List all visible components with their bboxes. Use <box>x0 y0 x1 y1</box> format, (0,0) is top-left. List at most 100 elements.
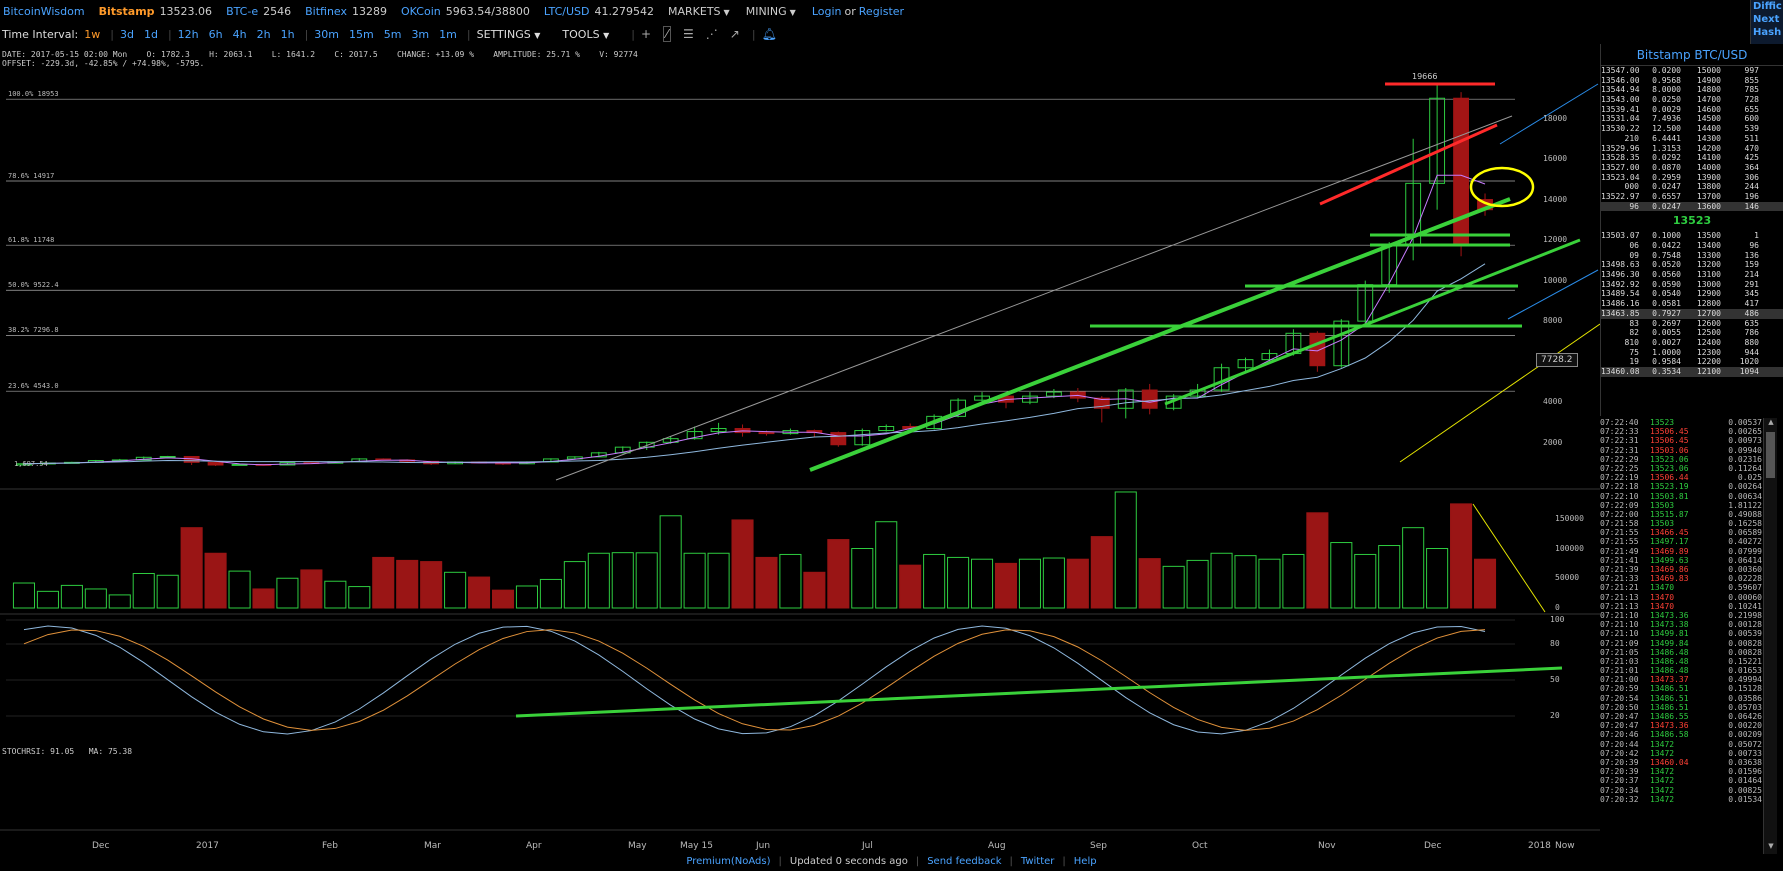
order-row[interactable]: 13523.04 0.2959 13900 306 <box>1601 173 1783 183</box>
order-row[interactable]: 13527.00 0.0870 14000 364 <box>1601 163 1783 173</box>
order-row[interactable]: 13489.54 0.0540 12900 345 <box>1601 289 1783 299</box>
trade-amount: 0.01534 <box>1728 794 1762 804</box>
price-tick: 12000 <box>1543 235 1568 245</box>
chart-canvas[interactable] <box>0 44 1600 854</box>
markets-menu[interactable]: MARKETS ▼ <box>668 5 730 18</box>
order-row[interactable]: 13546.00 0.9568 14900 855 <box>1601 76 1783 86</box>
interval-3m[interactable]: 3m <box>411 27 430 41</box>
horizontal-lines-icon[interactable]: ☰ <box>683 27 694 41</box>
order-row[interactable]: 13531.04 7.4936 14500 600 <box>1601 114 1783 124</box>
scroll-down-icon[interactable]: ▼ <box>1768 842 1774 850</box>
trade-amount: 0.00634 <box>1728 491 1762 501</box>
market-link[interactable]: BTC-e <box>226 4 259 18</box>
volume-bar <box>84 588 107 609</box>
settings-menu[interactable]: SETTINGS ▼ <box>477 28 541 41</box>
difficulty-panel[interactable]: Diffic Next Hash <box>1750 0 1783 44</box>
order-row[interactable]: 13547.00 0.0200 15000 997 <box>1601 66 1783 76</box>
interval-6h[interactable]: 6h <box>208 27 223 41</box>
order-row[interactable]: 83 0.2697 12600 635 <box>1601 319 1783 329</box>
scroll-up-icon[interactable]: ▲ <box>1768 418 1774 426</box>
feedback-link[interactable]: Send feedback <box>927 856 1002 867</box>
order-row[interactable]: 19 0.9584 12200 1020 <box>1601 357 1783 367</box>
order-row[interactable]: 96 0.0247 13600 146 <box>1601 201 1783 212</box>
market-link[interactable]: OKCoin <box>401 4 441 18</box>
interval-15m[interactable]: 15m <box>349 27 374 41</box>
order-row[interactable]: 13522.97 0.6557 13700 196 <box>1601 192 1783 202</box>
candle-body <box>1022 395 1038 403</box>
order-row[interactable]: 13460.08 0.3534 12100 1094 <box>1601 366 1783 377</box>
brand-logo[interactable]: BitcoinWisdom <box>3 4 85 18</box>
mining-menu[interactable]: MINING ▼ <box>746 5 796 18</box>
tools-menu[interactable]: TOOLS ▼ <box>562 28 609 41</box>
market-price: 13523.06 <box>159 4 213 18</box>
order-row[interactable]: 13529.96 1.3153 14200 470 <box>1601 144 1783 154</box>
scroll-thumb[interactable] <box>1766 432 1775 478</box>
line-tool-icon[interactable]: ⁄ <box>663 26 672 42</box>
interval-12h[interactable]: 12h <box>177 27 199 41</box>
order-row[interactable]: 82 0.0055 12500 786 <box>1601 328 1783 338</box>
trade-row: 07:20:42 13472 0.00733 <box>1600 749 1763 758</box>
order-row[interactable]: 13528.35 0.0292 14100 425 <box>1601 153 1783 163</box>
market-link[interactable]: Bitfinex <box>305 4 348 18</box>
candle-info: DATE: 2017-05-15 02:00 Mon O: 1782.3 H: … <box>2 50 638 59</box>
market-link[interactable]: Bitstamp <box>98 4 155 18</box>
order-row[interactable]: 13530.22 12.500 14400 539 <box>1601 124 1783 134</box>
order-row[interactable]: 13463.85 0.7927 12700 486 <box>1601 308 1783 319</box>
order-row[interactable]: 75 1.0000 12300 944 <box>1601 348 1783 358</box>
interval-5m[interactable]: 5m <box>383 27 402 41</box>
order-cell: 635 <box>1744 318 1759 328</box>
order-row[interactable]: 13503.07 0.1000 13500 1 <box>1601 231 1783 241</box>
volume-bar <box>1162 565 1185 609</box>
trade-time: 07:21:58 <box>1600 519 1639 529</box>
premium-link[interactable]: Premium(NoAds) <box>686 856 771 867</box>
crosshair-icon[interactable]: + <box>640 27 652 41</box>
order-row[interactable]: 06 0.0422 13400 96 <box>1601 241 1783 251</box>
market-link[interactable]: LTC/USD <box>543 4 590 18</box>
interval-1h[interactable]: 1h <box>280 27 295 41</box>
trade-price: 13523.19 <box>1650 482 1689 492</box>
volume-bar <box>1306 512 1329 609</box>
order-row[interactable]: 210 6.4441 14300 511 <box>1601 134 1783 144</box>
interval-4h[interactable]: 4h <box>232 27 247 41</box>
login-link[interactable]: Login <box>811 4 842 18</box>
fibonacci-tool-icon[interactable]: ⋰ <box>705 27 718 41</box>
order-book-title[interactable]: Bitstamp BTC/USD <box>1601 44 1783 66</box>
order-row[interactable]: 13486.16 0.0581 12800 417 <box>1601 299 1783 309</box>
help-link[interactable]: Help <box>1073 856 1097 867</box>
order-cell: 13527.00 <box>1601 162 1640 172</box>
order-row[interactable]: 13498.63 0.0520 13200 159 <box>1601 260 1783 270</box>
twitter-link[interactable]: Twitter <box>1020 856 1055 867</box>
trade-amount: 0.10241 <box>1728 601 1762 611</box>
order-cell: 0.9584 <box>1652 357 1681 367</box>
order-row[interactable]: 13496.30 0.0560 13100 214 <box>1601 270 1783 280</box>
order-row[interactable]: 13544.94 8.0000 14800 785 <box>1601 85 1783 95</box>
bell-icon[interactable]: 🔔︎ <box>761 27 777 41</box>
candle-body <box>758 432 775 435</box>
order-row[interactable]: 13539.41 0.0029 14600 655 <box>1601 105 1783 115</box>
order-row[interactable]: 810 0.0027 12400 880 <box>1601 338 1783 348</box>
price-chart[interactable]: 100.0% 18953 78.6% 14917 61.8% 11748 50.0% … <box>0 44 1600 854</box>
interval-30m[interactable]: 30m <box>314 27 339 41</box>
trade-amount: 0.02228 <box>1728 574 1762 584</box>
interval-2h[interactable]: 2h <box>256 27 271 41</box>
volume-bar <box>875 521 898 609</box>
interval-1d[interactable]: 1d <box>143 27 158 41</box>
order-row[interactable]: 13492.92 0.0590 13000 291 <box>1601 280 1783 290</box>
interval-1m[interactable]: 1m <box>439 27 457 41</box>
order-cell: 13531.04 <box>1601 114 1640 124</box>
volume-bar <box>587 552 610 609</box>
register-link[interactable]: Register <box>858 4 905 18</box>
interval-1w[interactable]: 1w <box>84 27 101 41</box>
interval-3d[interactable]: 3d <box>119 27 134 41</box>
order-row[interactable]: 000 0.0247 13800 244 <box>1601 182 1783 192</box>
trade-scrollbar[interactable]: ▲ ▼ <box>1763 418 1777 854</box>
order-cell: 13300 <box>1696 250 1721 260</box>
order-row[interactable]: 13543.00 0.0250 14700 728 <box>1601 95 1783 105</box>
candle-body <box>830 432 847 446</box>
trade-time: 07:21:09 <box>1600 638 1639 648</box>
time-tick: Jul <box>862 841 873 851</box>
pointer-icon[interactable]: ↗ <box>729 27 740 41</box>
trade-row: 07:20:39 13472 0.01596 <box>1600 767 1763 776</box>
order-row[interactable]: 09 0.7548 13300 136 <box>1601 251 1783 261</box>
trade-row: 07:22:09 13503 1.81122 <box>1600 501 1763 510</box>
